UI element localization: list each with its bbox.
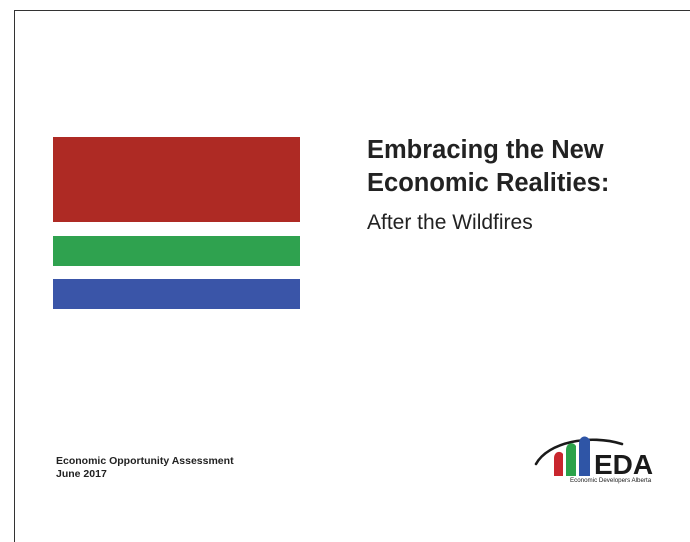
logo-blue-bar: [579, 436, 590, 476]
red-band: [53, 137, 300, 222]
logo-swoosh: [534, 438, 624, 466]
logo-green-bar: [566, 443, 576, 476]
report-name: Economic Opportunity Assessment: [56, 455, 234, 467]
report-date: June 2017: [56, 468, 107, 480]
green-band: [53, 236, 300, 266]
logo-red-bar: [554, 451, 563, 476]
page-border-left: [14, 10, 15, 542]
title-line-1: Embracing the New: [367, 136, 604, 164]
report-info: Economic Opportunity Assessment June 201…: [56, 455, 234, 481]
logo-caption: Economic Developers Alberta: [570, 477, 652, 484]
page-border-top: [14, 10, 690, 11]
page-title: Embracing the New Economic Realities:: [367, 134, 687, 200]
eda-logo: EDA: [534, 436, 653, 480]
page-subtitle: After the Wildfires: [367, 211, 533, 234]
title-line-2: Economic Realities:: [367, 169, 610, 197]
blue-band: [53, 279, 300, 309]
logo-wordmark: EDA: [594, 449, 653, 480]
